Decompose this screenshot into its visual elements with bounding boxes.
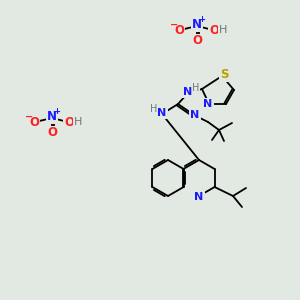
Text: S: S bbox=[220, 68, 228, 82]
Text: O: O bbox=[209, 23, 219, 37]
Text: O: O bbox=[192, 34, 202, 47]
Text: +: + bbox=[199, 16, 206, 25]
Text: H: H bbox=[74, 117, 82, 127]
Text: O: O bbox=[47, 127, 57, 140]
Text: N: N bbox=[192, 19, 202, 32]
Text: N: N bbox=[183, 87, 193, 97]
Text: H: H bbox=[192, 83, 200, 93]
Text: N: N bbox=[203, 99, 213, 109]
Text: −: − bbox=[25, 112, 33, 122]
Text: N: N bbox=[190, 110, 200, 120]
Text: −: − bbox=[170, 20, 178, 30]
Text: N: N bbox=[158, 108, 166, 118]
Text: N: N bbox=[47, 110, 57, 124]
Text: O: O bbox=[64, 116, 74, 128]
Text: H: H bbox=[150, 104, 158, 114]
Text: +: + bbox=[53, 107, 61, 116]
Text: H: H bbox=[219, 25, 227, 35]
Text: O: O bbox=[29, 116, 39, 128]
Text: N: N bbox=[194, 192, 204, 202]
Text: O: O bbox=[174, 23, 184, 37]
